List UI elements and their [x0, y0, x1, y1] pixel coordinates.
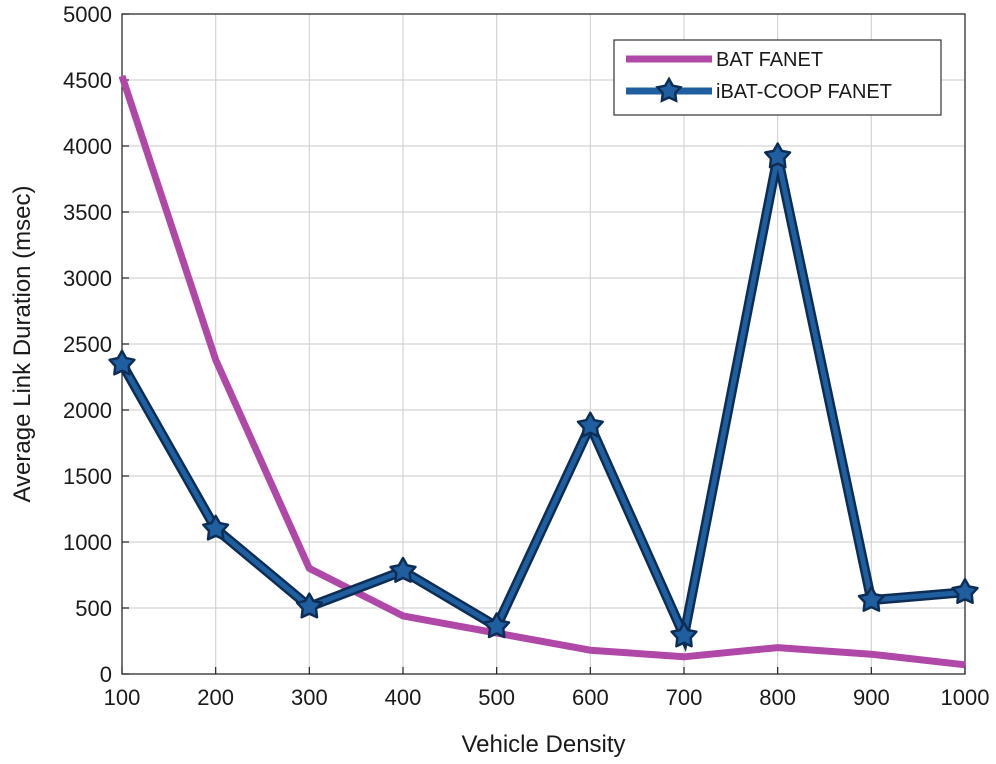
data-point	[295, 592, 323, 619]
y-tick-label: 1500	[63, 464, 112, 489]
series-line-outline	[117, 155, 966, 653]
y-tick-label: 2500	[63, 332, 112, 357]
data-point	[670, 621, 698, 648]
x-tick-label: 800	[759, 685, 796, 710]
y-tick-label: 1000	[63, 530, 112, 555]
y-tick-label: 3500	[63, 200, 112, 225]
data-point	[202, 514, 230, 541]
data-point	[951, 577, 979, 604]
y-tick-label: 5000	[63, 2, 112, 27]
data-point	[483, 612, 511, 639]
series-line	[118, 74, 966, 669]
y-axis-ticks: 0 500 1000 1500 2000 2500 3000 3500 4000 4500 5000	[63, 2, 129, 687]
x-tick-label: 900	[853, 685, 890, 710]
y-tick-label: 4000	[63, 134, 112, 159]
series-0	[118, 74, 966, 669]
y-axis-title: Average Link Duration (msec)	[9, 185, 36, 502]
y-tick-label: 3000	[63, 266, 112, 291]
data-point	[764, 142, 792, 169]
series-layer	[108, 74, 979, 669]
x-tick-label: 1000	[941, 685, 990, 710]
data-point	[576, 411, 604, 438]
x-tick-label: 400	[385, 685, 422, 710]
series-1	[108, 142, 979, 653]
y-tick-label: 0	[100, 662, 112, 687]
x-tick-label: 300	[291, 685, 328, 710]
x-tick-label: 100	[104, 685, 141, 710]
x-tick-label: 600	[572, 685, 609, 710]
data-point	[389, 556, 417, 583]
x-axis-title: Vehicle Density	[461, 731, 625, 758]
y-tick-label: 4500	[63, 68, 112, 93]
legend-marker-ibat-coop-fanet	[655, 76, 683, 103]
legend-label-bat-fanet: BAT FANET	[716, 49, 823, 71]
legend-label-ibat-coop-fanet: iBAT-COOP FANET	[716, 81, 892, 103]
x-axis-ticks: 100 200 300 400 500 600 700 800 900 1000	[104, 667, 990, 710]
x-tick-label: 500	[478, 685, 515, 710]
data-point	[857, 585, 885, 612]
y-tick-label: 2000	[63, 398, 112, 423]
data-point	[108, 349, 136, 376]
x-tick-label: 700	[666, 685, 703, 710]
series-line	[119, 156, 966, 644]
x-tick-label: 200	[197, 685, 234, 710]
legend: BAT FANET iBAT-COOP FANET	[613, 39, 942, 116]
y-tick-label: 500	[75, 596, 112, 621]
